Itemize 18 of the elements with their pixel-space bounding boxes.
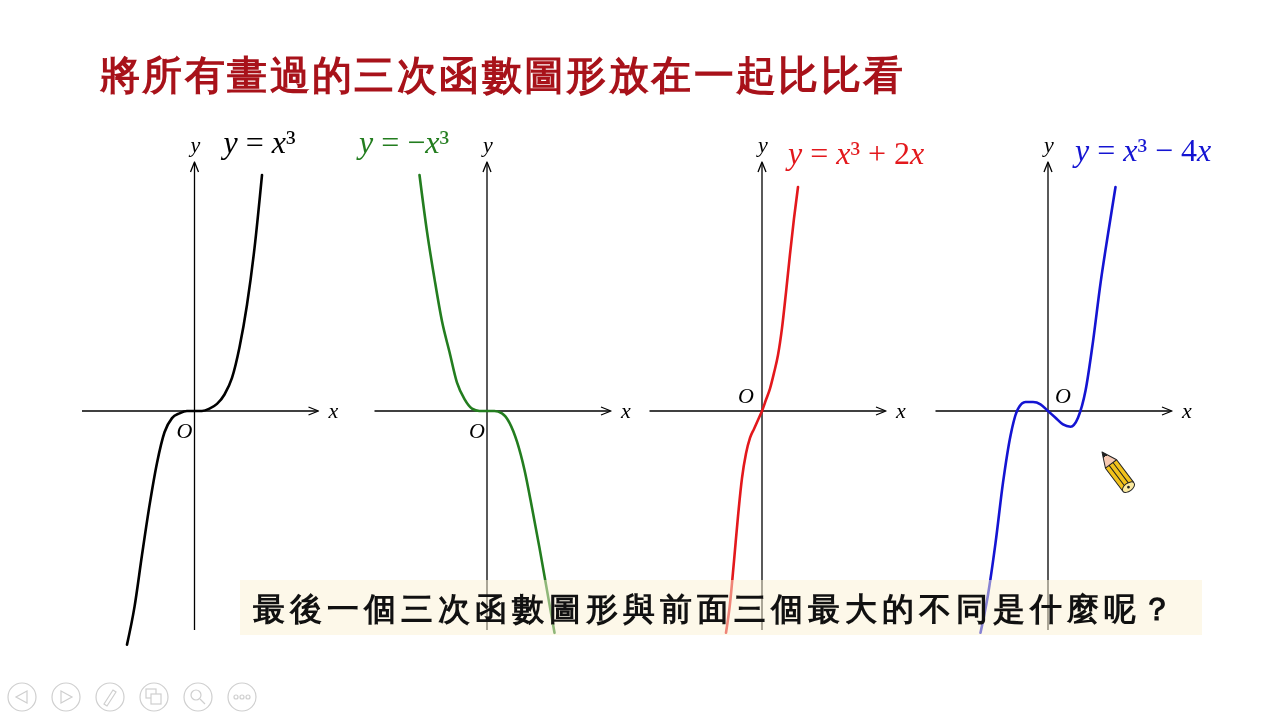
- annotation: 最後一個三次函數圖形與前面三個最大的不同是什麼呢？: [253, 590, 1178, 628]
- text: 將所有畫過的三次函數圖形放在一起比比看: [99, 51, 906, 98]
- x-axis-title: x: [1181, 398, 1193, 423]
- x-axis-title: x: [327, 398, 339, 423]
- annotation: O: [1055, 383, 1072, 408]
- x-axis-title: x: [620, 398, 632, 423]
- series-label: y = −x³: [356, 124, 450, 160]
- x-axis-title: x: [895, 398, 907, 423]
- series-label: y = x³ − 4x: [1072, 132, 1212, 168]
- series-label: y = x³ + 2x: [785, 135, 925, 171]
- series-label: y = x³: [220, 124, 296, 160]
- annotation: O: [469, 418, 486, 443]
- annotation: O: [738, 383, 755, 408]
- y-axis-title: y: [481, 132, 494, 157]
- y-axis-title: y: [756, 132, 769, 157]
- y-axis-title: y: [1042, 132, 1055, 157]
- annotation: O: [176, 418, 193, 443]
- y-axis-title: y: [188, 132, 201, 157]
